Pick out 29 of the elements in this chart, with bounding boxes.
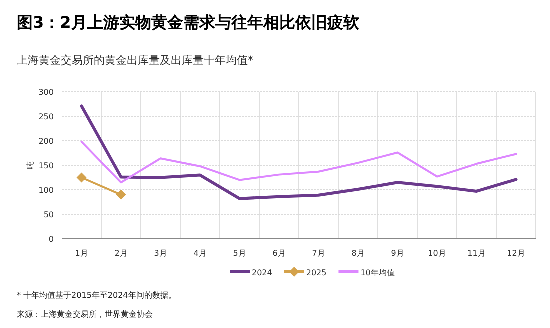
y-tick-label: 300 (38, 88, 54, 97)
y-tick-label: 200 (38, 137, 54, 146)
legend-label: 2025 (306, 268, 327, 278)
x-tick-label: 4月 (194, 249, 207, 258)
chart-subtitle: 上海黄金交易所的黄金出库量及出库量十年均值* (17, 54, 254, 67)
x-tick-label: 1月 (75, 249, 88, 258)
x-tick-label: 3月 (154, 249, 168, 258)
y-tick-label: 0 (48, 235, 54, 244)
x-tick-label: 7月 (312, 249, 326, 258)
line-series (80, 140, 518, 184)
legend-label: 10年均值 (360, 268, 395, 278)
text: * 十年均值基于2015年至2024年间的数据。 (17, 291, 176, 300)
x-tick-label: 5月 (233, 249, 246, 258)
x-tick-label: 12月 (507, 249, 526, 258)
x-tick-label: 6月 (272, 249, 286, 258)
x-tick-label: 9月 (391, 249, 404, 258)
x-tick-label: 8月 (352, 249, 365, 258)
chart-title: 图3：2月上游实物黄金需求与往年相比依旧疲软 (17, 13, 360, 32)
line-series (80, 104, 518, 200)
y-tick-label: 250 (38, 112, 54, 122)
x-tick-label: 2月 (114, 249, 128, 258)
x-tick-label: 11月 (468, 249, 486, 258)
y-axis-title: 吨 (26, 162, 35, 170)
x-tick-label: 10月 (428, 249, 446, 258)
source-note: 来源：上海黄金交易所，世界黄金协会 (17, 310, 153, 319)
y-tick-label: 50 (44, 210, 54, 220)
legend-label: 2024 (252, 268, 272, 278)
y-tick-label: 150 (38, 162, 54, 170)
y-tick-label: 100 (38, 186, 54, 195)
